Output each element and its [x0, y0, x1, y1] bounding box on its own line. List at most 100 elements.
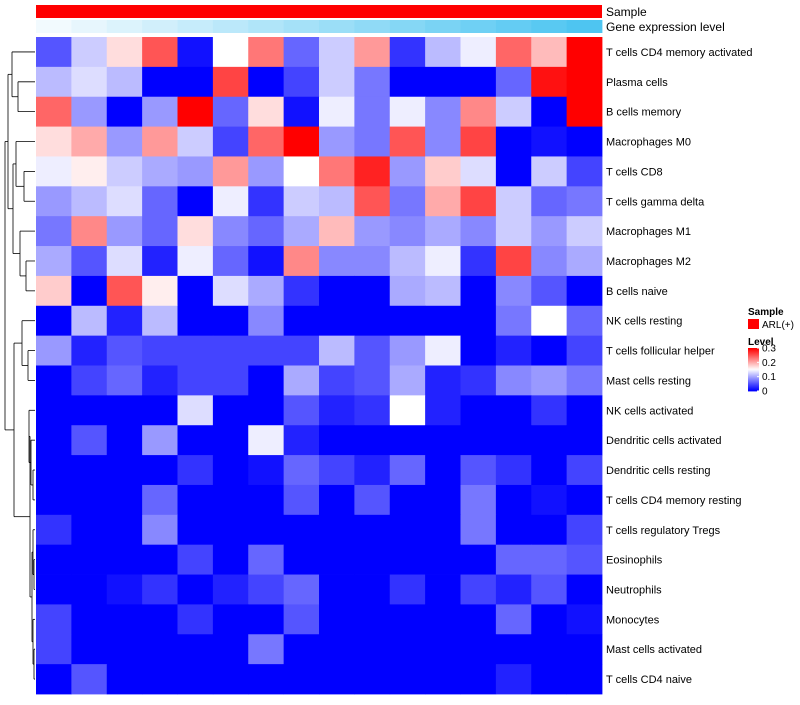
heatmap-cell [319, 335, 355, 366]
heatmap-cell [389, 395, 426, 426]
sample-track-label: Sample [606, 5, 647, 19]
gene-expression-track-cell [495, 20, 532, 33]
heatmap-cell [531, 126, 568, 157]
heatmap-cell [354, 216, 391, 247]
heatmap-cell [495, 425, 532, 456]
heatmap-cell [531, 66, 568, 98]
heatmap-cell [460, 335, 497, 366]
heatmap-cell [354, 365, 391, 396]
heatmap-cell [495, 96, 532, 127]
heatmap-cell [319, 395, 355, 426]
heatmap-cell [531, 514, 568, 546]
heatmap-cell [425, 514, 461, 546]
heatmap-cell [212, 484, 249, 516]
legend-sample-entry: ARL(+) [762, 320, 794, 331]
legend-colorbar-step [748, 388, 759, 391]
heatmap-cell [389, 186, 426, 217]
heatmap-cell [389, 455, 426, 486]
heatmap-cell [212, 664, 249, 695]
heatmap-cell [425, 365, 461, 396]
gene-expression-track-cell [389, 20, 426, 33]
heatmap-cell [425, 156, 461, 187]
heatmap-cell [354, 425, 391, 456]
heatmap-cell [283, 156, 320, 187]
heatmap-cell [354, 574, 391, 605]
heatmap-cell [106, 216, 143, 247]
heatmap-cell [71, 305, 108, 337]
heatmap-cell [531, 544, 568, 575]
legend-colorbar-step [748, 354, 759, 356]
heatmap-cell [36, 395, 72, 426]
row-label: Mast cells resting [606, 375, 691, 387]
heatmap-cell [495, 186, 532, 217]
heatmap-cell [495, 604, 532, 635]
heatmap-cell [177, 604, 214, 635]
heatmap-cell [212, 216, 249, 247]
heatmap-cell [106, 544, 143, 575]
heatmap-cell [460, 37, 497, 68]
heatmap-cell [36, 574, 72, 605]
heatmap-cell [566, 126, 603, 157]
heatmap-cell [248, 96, 285, 127]
heatmap-cell [177, 484, 214, 516]
legend-colorbar-step [748, 378, 759, 380]
heatmap-cell [248, 514, 285, 546]
heatmap-cell [354, 186, 391, 217]
heatmap-cell [248, 484, 285, 516]
heatmap-cell [142, 246, 178, 277]
heatmap-cell [106, 156, 143, 187]
heatmap-cell [319, 455, 355, 486]
legend-colorbar-step [748, 367, 759, 369]
legend-colorbar-step [748, 380, 759, 382]
heatmap-cell [283, 544, 320, 575]
heatmap-cell [495, 216, 532, 247]
heatmap-cell [389, 425, 426, 456]
heatmap-cell [177, 514, 214, 546]
heatmap-cell [177, 365, 214, 396]
heatmap-cell [460, 634, 497, 665]
heatmap-cell [212, 66, 249, 98]
heatmap-cell [248, 664, 285, 695]
heatmap-cell [36, 335, 72, 366]
heatmap-cell [248, 156, 285, 187]
heatmap-cell [460, 186, 497, 217]
heatmap-cell [425, 634, 461, 665]
heatmap-cell [71, 544, 108, 575]
heatmap-cell [425, 335, 461, 366]
heatmap-cell [177, 216, 214, 247]
heatmap-cell [495, 395, 532, 426]
heatmap-cell [212, 186, 249, 217]
heatmap-cell [142, 604, 178, 635]
heatmap-cell [460, 574, 497, 605]
heatmap-cell [531, 604, 568, 635]
heatmap-cell [460, 305, 497, 337]
legend-colorbar-step [748, 381, 759, 383]
heatmap-cell [531, 664, 568, 695]
heatmap-cell [566, 335, 603, 366]
row-label: Macrophages M0 [606, 137, 691, 149]
legend: Sample ARL(+) Level 0.3 0.2 0.1 0 [748, 307, 794, 398]
heatmap-cell [106, 484, 143, 516]
legend-colorbar-step [748, 386, 759, 389]
gene-expression-track-cell [248, 20, 285, 33]
heatmap-cell [283, 66, 320, 98]
legend-colorbar-step [748, 372, 759, 375]
heatmap-cell [283, 395, 320, 426]
heatmap-cell [283, 186, 320, 217]
heatmap-cell [354, 66, 391, 98]
heatmap-cell [212, 514, 249, 546]
heatmap-cell [425, 664, 461, 695]
gene-expression-track-cell [354, 20, 391, 33]
legend-colorbar-step [748, 355, 759, 357]
heatmap-cell [106, 395, 143, 426]
row-label: T cells CD4 memory activated [606, 47, 753, 59]
row-labels: T cells CD4 memory activated Plasma cells… [606, 47, 753, 686]
heatmap-cell [425, 186, 461, 217]
heatmap-cell [460, 425, 497, 456]
heatmap-cell [212, 246, 249, 277]
heatmap-cell [142, 216, 178, 247]
legend-colorbar-step [748, 370, 759, 373]
heatmap-cell [319, 365, 355, 396]
